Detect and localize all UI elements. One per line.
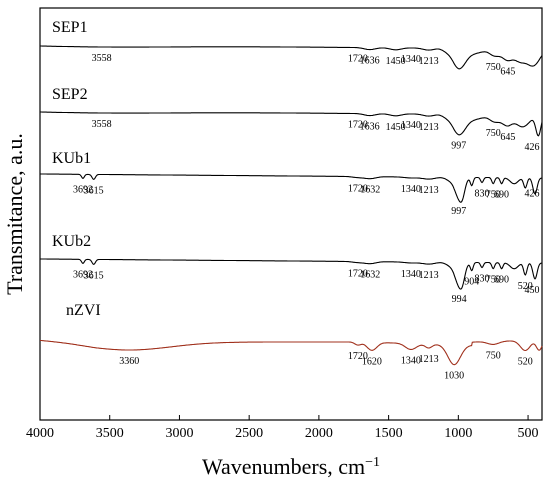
peak-label-nzvi-1030: 1030 [444, 371, 464, 382]
peak-label-kub2-1720: 1720 [348, 269, 368, 280]
peak-label-kub2-3615: 3615 [84, 270, 104, 281]
y-axis-title: Transmitance, a.u. [2, 133, 27, 295]
peak-label-nzvi-1213: 1213 [419, 354, 439, 365]
peak-label-sep1-1636: 1636 [360, 56, 380, 67]
peak-label-nzvi-1340: 1340 [401, 355, 421, 366]
peak-label-sep2-3558: 3558 [92, 119, 112, 130]
series-line-nzvi [39, 339, 543, 366]
peak-label-sep1-1720: 1720 [348, 54, 368, 65]
x-tick-label-2500: 2500 [235, 426, 263, 441]
series-label-kub1: KUb1 [52, 150, 91, 167]
series-line-sep2 [40, 111, 543, 137]
peak-label-sep1-1450: 1450 [386, 56, 406, 67]
peak-label-sep1-1213: 1213 [419, 56, 439, 67]
series-line-kub2 [40, 258, 543, 290]
peak-label-kub1-1632: 1632 [360, 185, 380, 196]
peak-label-sep2-426: 426 [525, 142, 540, 153]
peak-label-kub2-690: 690 [494, 275, 509, 286]
peak-label-kub1-750: 750 [486, 190, 501, 201]
series-label-nzvi: nZVI [66, 302, 101, 319]
peak-label-sep1-1340: 1340 [401, 54, 421, 65]
peak-label-sep2-1340: 1340 [401, 120, 421, 131]
x-tick-label-1000: 1000 [444, 426, 472, 441]
peak-label-kub2-830: 830 [475, 273, 490, 284]
peak-label-nzvi-1620: 1620 [362, 356, 382, 367]
peak-label-kub1-426: 426 [525, 188, 540, 199]
plot-frame [39, 7, 543, 421]
peak-label-sep2-1213: 1213 [419, 122, 439, 133]
peak-label-sep2-645: 645 [500, 132, 515, 143]
peak-label-sep2-750: 750 [486, 128, 501, 139]
series-line-kub1 [40, 173, 543, 203]
peak-label-nzvi-520: 520 [518, 356, 533, 367]
x-axis-ticks: 4000 3500 3000 2500 2000 1500 1000 500 [26, 415, 539, 441]
series-label-sep1: SEP1 [52, 19, 88, 36]
peak-label-nzvi-750: 750 [486, 350, 501, 361]
peak-label-kub1-690: 690 [494, 190, 509, 201]
x-axis-title-text: Wavenumbers, cm [202, 454, 365, 479]
peak-label-kub2-1632: 1632 [360, 270, 380, 281]
peak-label-sep1-3558: 3558 [92, 53, 112, 64]
peak-label-kub2-450: 450 [525, 285, 540, 296]
x-tick-label-4000: 4000 [26, 426, 54, 441]
series-curves [39, 45, 543, 366]
peak-label-kub1-830: 830 [475, 188, 490, 199]
peak-label-kub1-1213: 1213 [419, 185, 439, 196]
x-tick-label-500: 500 [518, 426, 539, 441]
peak-label-sep1-750: 750 [486, 62, 501, 73]
peak-label-sep2-1636: 1636 [360, 122, 380, 133]
x-tick-label-3000: 3000 [165, 426, 193, 441]
series-label-kub2: KUb2 [52, 233, 91, 250]
peak-label-sep1-645: 645 [500, 67, 515, 78]
peak-label-kub2-520: 520 [518, 281, 533, 292]
x-tick-label-3500: 3500 [96, 426, 124, 441]
peak-label-kub2-750: 750 [486, 275, 501, 286]
series-label-sep2: SEP2 [52, 86, 88, 103]
peak-label-sep2-1720: 1720 [348, 120, 368, 131]
peak-label-kub1-3615: 3615 [84, 185, 104, 196]
peak-label-kub2-1213: 1213 [419, 270, 439, 281]
series-labels: SEP1 SEP2 KUb1 KUb2 nZVI [52, 19, 101, 319]
x-tick-label-1500: 1500 [375, 426, 403, 441]
peak-label-nzvi-1720: 1720 [348, 351, 368, 362]
x-axis-title: Wavenumbers, cm−1 [202, 454, 380, 479]
peak-label-sep2-1450: 1450 [386, 122, 406, 133]
x-axis-title-superscript: −1 [365, 455, 380, 470]
peak-label-kub2-1340: 1340 [401, 269, 421, 280]
peak-label-kub2-994: 994 [452, 294, 467, 305]
peak-label-kub1-997: 997 [451, 206, 466, 217]
peak-label-kub1-1720: 1720 [348, 184, 368, 195]
peak-label-nzvi-3360: 3360 [119, 356, 139, 367]
peak-label-kub2-904: 904 [464, 277, 479, 288]
x-tick-label-2000: 2000 [305, 426, 333, 441]
peak-label-sep2-997: 997 [451, 141, 466, 152]
peak-label-kub1-1340: 1340 [401, 184, 421, 195]
series-line-sep1 [40, 45, 543, 70]
peak-label-kub2-3692: 3692 [73, 269, 93, 280]
peak-label-kub1-3692: 3692 [73, 184, 93, 195]
